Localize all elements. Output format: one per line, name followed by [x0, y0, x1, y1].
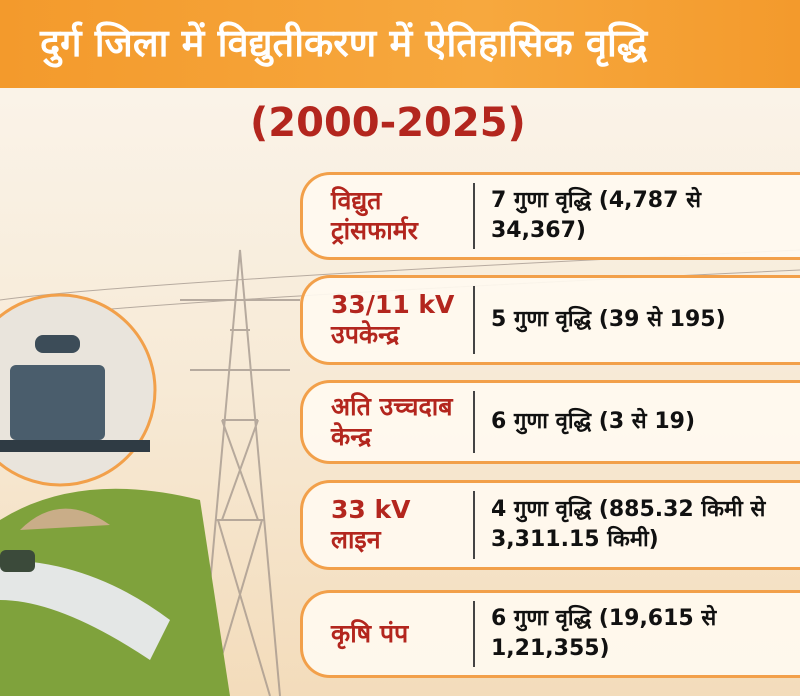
divider — [473, 391, 475, 453]
header-band: दुर्ग जिला में विद्युतीकरण में ऐतिहासिक … — [0, 0, 800, 88]
stat-label-line: उपकेन्द्र — [331, 320, 400, 349]
stat-label-line: 33 kV — [331, 495, 411, 524]
stat-label: कृषि पंप — [303, 619, 473, 649]
divider — [473, 491, 475, 559]
stat-label-line: केन्द्र — [331, 422, 372, 451]
stat-row: अति उच्चदाब केन्द्र 6 गुणा वृद्धि (3 से 19… — [300, 380, 800, 464]
stat-label: 33 kV लाइन — [303, 495, 473, 555]
subtitle: (2000-2025) — [250, 100, 526, 146]
title: दुर्ग जिला में विद्युतीकरण में ऐतिहासिक … — [40, 21, 648, 65]
stat-label: अति उच्चदाब केन्द्र — [303, 392, 473, 452]
stat-row: 33 kV लाइन 4 गुणा वृद्धि (885.32 किमी से 3… — [300, 480, 800, 570]
divider — [473, 183, 475, 249]
divider — [473, 286, 475, 354]
stat-label-line: कृषि पंप — [331, 619, 409, 648]
stat-label: 33/11 kV उपकेन्द्र — [303, 290, 473, 350]
stat-label-line: ट्रांसफार्मर — [331, 216, 418, 245]
stat-text: 6 गुणा वृद्धि (3 से 19) — [491, 409, 696, 434]
stat-label-line: अति उच्चदाब — [331, 392, 453, 421]
stat-text: 5 गुणा वृद्धि (39 से 195) — [491, 307, 726, 332]
stat-row: विद्युत ट्रांसफार्मर 7 गुणा वृद्धि (4,787 … — [300, 172, 800, 260]
stat-label-line: विद्युत — [331, 186, 382, 215]
stat-text: 6 गुणा वृद्धि (19,615 से 1,21,355) — [491, 606, 717, 661]
divider — [473, 601, 475, 667]
stat-row: कृषि पंप 6 गुणा वृद्धि (19,615 से 1,21,35… — [300, 590, 800, 678]
stat-text: 4 गुणा वृद्धि (885.32 किमी से 3,311.15 क… — [491, 497, 766, 552]
stat-label-line: 33/11 kV — [331, 290, 455, 319]
stat-text: 7 गुणा वृद्धि (4,787 से 34,367) — [491, 188, 701, 243]
stat-row: 33/11 kV उपकेन्द्र 5 गुणा वृद्धि (39 से 19… — [300, 275, 800, 365]
stat-label: विद्युत ट्रांसफार्मर — [303, 186, 473, 246]
stat-label-line: लाइन — [331, 525, 381, 554]
